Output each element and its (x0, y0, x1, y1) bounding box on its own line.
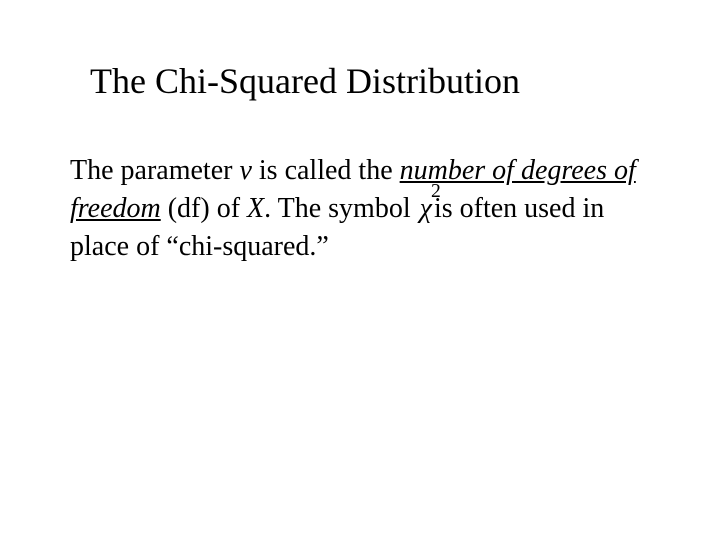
text-segment: is called the (252, 155, 400, 186)
body-paragraph: The parameter v is called the number of … (70, 152, 650, 265)
text-segment: The parameter (70, 155, 239, 186)
variable-x: X (247, 193, 264, 224)
chi-exponent: 2 (431, 179, 441, 205)
page-title: The Chi-Squared Distribution (90, 60, 650, 102)
parameter-v: v (239, 155, 251, 186)
text-segment: . The symbol (264, 193, 417, 224)
text-segment: (df) of (161, 193, 247, 224)
chi-squared-symbol: χ2 (420, 190, 432, 228)
